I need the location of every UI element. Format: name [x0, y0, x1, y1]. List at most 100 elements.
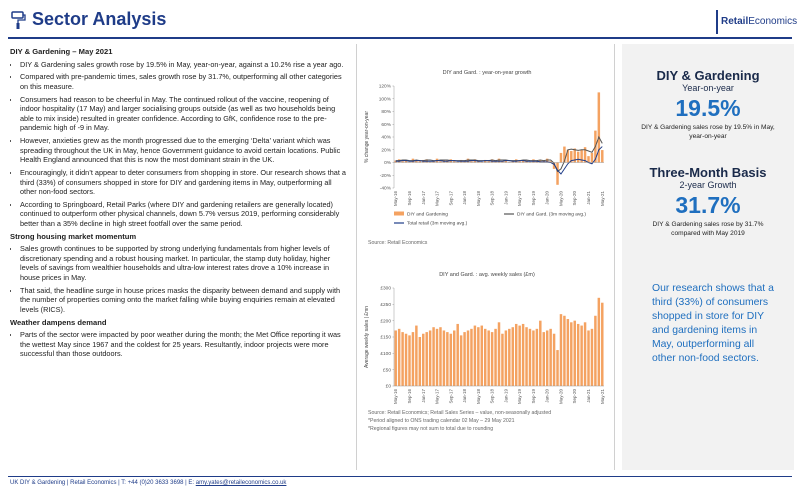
x-tick-label: Jan-19: [503, 389, 508, 403]
legend-label: DIY and Gardening: [407, 212, 448, 218]
bullet: DIY & Gardening sales growth rose by 19.…: [20, 60, 348, 70]
x-tick-label: Jan-20: [545, 389, 550, 403]
bar: [535, 328, 539, 386]
y-tick-label: 0%: [384, 160, 392, 166]
bar: [580, 149, 583, 163]
footer-email[interactable]: amy.yates@retaileconomics.co.uk: [195, 480, 287, 486]
highlight-subheading: 2-year Growth: [679, 180, 737, 190]
y-axis-label: % change year-on-year: [364, 111, 370, 163]
x-tick-label: Sep-18: [490, 191, 495, 206]
bar: [497, 322, 501, 386]
highlight-subheading: Year-on-year: [682, 83, 734, 93]
bullet: Consumers had reason to be cheerful in M…: [20, 95, 348, 133]
header-rule: [8, 37, 792, 39]
bar: [545, 158, 549, 163]
section-heading: Strong housing market momentum: [10, 231, 137, 241]
bar: [594, 315, 597, 386]
bar: [525, 327, 528, 386]
bar: [418, 161, 422, 163]
sector-icon: [11, 11, 26, 29]
bar: [518, 161, 521, 163]
bar: [521, 323, 525, 386]
bar: [518, 325, 521, 386]
bar: [456, 161, 459, 163]
bar: [504, 159, 508, 163]
bar: [435, 328, 439, 386]
bar: [494, 328, 497, 386]
x-tick-label: May-16: [393, 389, 398, 405]
bar: [404, 159, 408, 163]
bar: [428, 330, 432, 386]
sales-chart: DIY and Gard. : avg. weekly sales (£m) Av…: [364, 272, 605, 432]
bar: [480, 325, 484, 386]
chart-note: Source: Retail Economics: [368, 240, 428, 246]
highlight-panel: DIY & Gardening Year-on-year 19.5% DIY & Ga…: [622, 44, 794, 470]
bar: [566, 149, 570, 163]
bar: [422, 333, 425, 386]
x-tick-label: May-21: [600, 191, 605, 207]
bar: [590, 328, 594, 386]
bar: [552, 162, 556, 169]
highlight-heading: DIY & Gardening: [656, 68, 760, 83]
x-tick-label: Jan-18: [462, 389, 467, 403]
bar: [466, 158, 470, 163]
footer-rule: [8, 476, 792, 477]
bar: [473, 325, 477, 386]
growth-chart: DIY and Gard. : year-on-year growth % cha…: [364, 70, 605, 246]
bar: [583, 322, 587, 386]
section-heading: DIY & Gardening – May 2021: [10, 47, 113, 56]
bar: [415, 160, 418, 163]
highlight-caption: DIY & Gardening sales rose by 19.5% in M…: [641, 124, 775, 140]
chart-note: Source: Retail Economics; Retail Sales S…: [368, 410, 551, 416]
bar: [497, 158, 501, 163]
x-tick-label: May-17: [435, 389, 440, 405]
bar: [446, 332, 449, 386]
bullet-list: DIY & Gardening sales growth rose by 19.…: [10, 60, 348, 229]
x-tick-label: May-16: [393, 191, 398, 207]
bar: [570, 151, 573, 163]
bar: [453, 330, 456, 386]
bar: [404, 333, 408, 386]
bar: [408, 161, 411, 163]
y-tick-label: £250: [380, 302, 391, 308]
bar: [549, 161, 552, 163]
x-tick-label: Sep-18: [490, 389, 495, 404]
bar: [583, 147, 587, 163]
y-tick-label: £200: [380, 318, 391, 324]
x-tick-label: Sep-16: [407, 389, 412, 404]
bar: [556, 350, 559, 386]
legend-swatch: [394, 211, 404, 216]
bar: [576, 323, 580, 386]
bar: [545, 330, 549, 386]
y-axis-label: Average weekly sales | £mn: [364, 306, 370, 368]
x-tick-label: May-17: [435, 191, 440, 207]
page-title: Sector Analysis: [32, 9, 167, 29]
bar: [470, 328, 473, 386]
bullet: However, anxieties grew as the month pro…: [20, 136, 348, 165]
logo-part: Retail: [721, 16, 749, 27]
bullet: Compared with pre-pandemic times, sales …: [20, 72, 348, 91]
bullet: According to Springboard, Retail Parks (…: [20, 200, 348, 229]
x-tick-label: Sep-19: [531, 389, 536, 404]
bar: [556, 162, 559, 185]
x-tick-label: Jan-19: [503, 191, 508, 205]
bar: [449, 333, 453, 386]
bar: [432, 327, 435, 386]
bar: [439, 161, 442, 163]
bar: [532, 330, 535, 386]
logo-part: Economics: [748, 16, 798, 27]
bar: [408, 335, 411, 386]
bar: [590, 152, 594, 163]
x-tick-label: May-21: [600, 389, 605, 405]
x-tick-label: May-20: [558, 389, 563, 405]
bar: [587, 156, 590, 163]
x-tick-label: Jan-18: [462, 191, 467, 205]
x-tick-label: May-19: [517, 389, 522, 405]
x-tick-label: Sep-17: [448, 191, 453, 206]
legend-label: Total retail (3m moving avg.): [407, 221, 468, 227]
y-tick-label: 40%: [381, 135, 391, 141]
bar: [549, 328, 552, 386]
bar: [394, 330, 397, 386]
bar: [539, 320, 542, 386]
callout: Our research shows that a third (33%) of…: [652, 283, 774, 364]
